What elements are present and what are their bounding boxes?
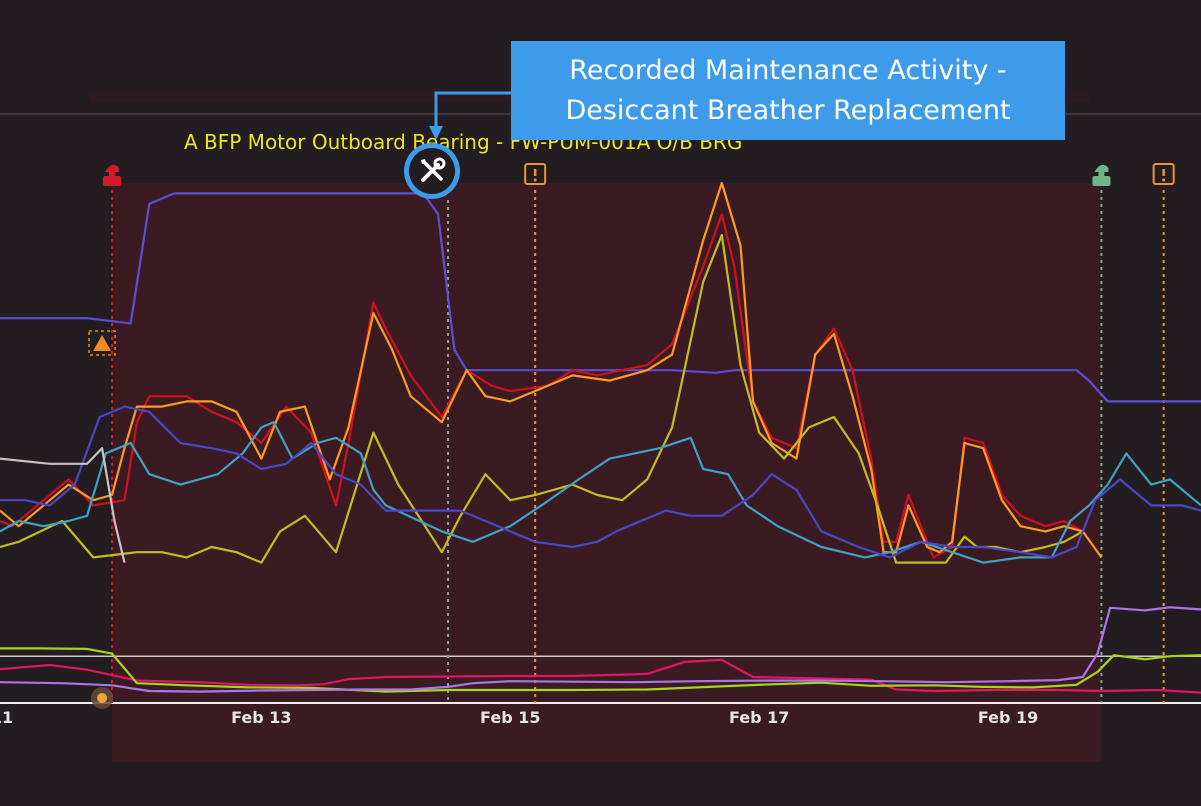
x-tick-label-2: Feb 15	[480, 708, 540, 727]
x-tick-label-1: Feb 13	[231, 708, 291, 727]
x-tick-label-4: Feb 19	[978, 708, 1038, 727]
x-tick-label-0: 11	[0, 708, 13, 727]
callout-line-1: Recorded Maintenance Activity -	[511, 51, 1065, 91]
wrench-screwdriver-icon[interactable]	[404, 143, 460, 199]
callout-line-2: Desiccant Breather Replacement	[511, 91, 1065, 131]
maintenance-callout: Recorded Maintenance Activity - Desiccan…	[511, 41, 1065, 140]
alarm-red-icon-0	[103, 165, 121, 186]
exclamation-icon-5	[1154, 164, 1174, 184]
alarm-green-icon-4	[1092, 165, 1110, 186]
series-line-7	[0, 448, 125, 562]
exclamation-icon-3	[525, 164, 545, 184]
x-tick-label-3: Feb 17	[729, 708, 789, 727]
alert-axis-marker	[97, 693, 107, 703]
